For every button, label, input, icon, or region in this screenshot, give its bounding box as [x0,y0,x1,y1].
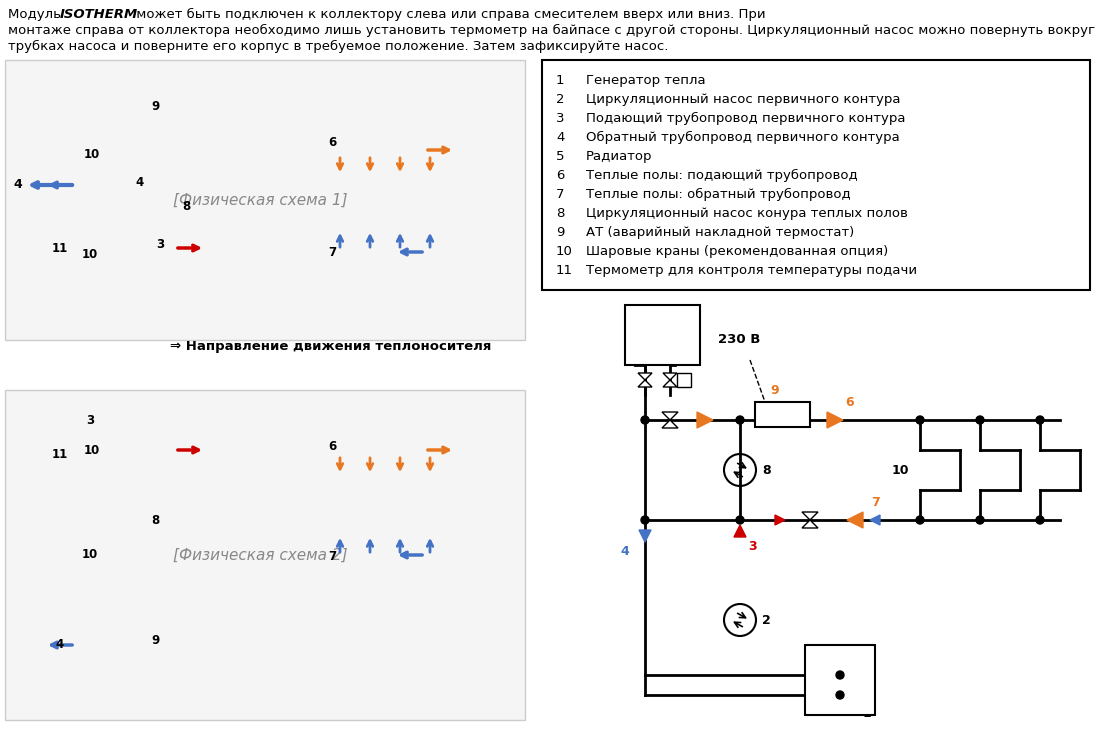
FancyBboxPatch shape [542,60,1090,290]
Circle shape [916,416,924,424]
Text: Модуль: Модуль [8,8,65,21]
Bar [625,305,700,365]
Text: 2: 2 [762,613,771,626]
Polygon shape [663,380,677,387]
Text: 4: 4 [556,131,564,144]
Text: Шаровые краны (рекомендованная опция): Шаровые краны (рекомендованная опция) [586,245,889,258]
Polygon shape [638,530,651,542]
Text: 9: 9 [151,634,159,646]
Text: 8: 8 [556,207,564,220]
Text: [Физическая схема 1]: [Физическая схема 1] [172,192,348,208]
Circle shape [736,416,744,424]
Circle shape [976,416,984,424]
Polygon shape [661,420,678,428]
Polygon shape [774,515,785,525]
Text: 9: 9 [151,100,159,113]
Text: Генератор тепла: Генератор тепла [586,74,705,87]
Circle shape [1036,516,1044,524]
Bar [5,390,525,720]
Text: Теплые полы: обратный трубопровод: Теплые полы: обратный трубопровод [586,188,851,201]
Text: 4: 4 [56,638,64,651]
Text: 10: 10 [82,548,98,561]
Polygon shape [734,525,746,537]
Text: 3: 3 [556,112,565,125]
Text: 7: 7 [871,496,880,509]
Text: 3: 3 [748,540,757,553]
Text: 6: 6 [846,395,855,409]
Bar [805,645,875,715]
Bar [5,60,525,340]
Text: 10: 10 [82,249,98,262]
Text: 9: 9 [771,384,779,397]
Text: может быть подключен к коллектору слева или справа смесителем вверх или вниз. Пр: может быть подключен к коллектору слева … [132,8,766,21]
Text: 11: 11 [556,264,573,277]
Circle shape [1036,416,1044,424]
Text: 10: 10 [556,245,573,258]
Text: монтаже справа от коллектора необходимо лишь установить термометр на байпасе с д: монтаже справа от коллектора необходимо … [8,24,1097,37]
Text: 5: 5 [658,328,667,341]
Circle shape [976,516,984,524]
Text: 8: 8 [182,200,190,213]
Text: Подающий трубопровод первичного контура: Подающий трубопровод первичного контура [586,112,905,125]
Text: 9: 9 [556,226,564,239]
Text: 1: 1 [556,74,565,87]
Text: 10: 10 [83,444,100,456]
Text: 8: 8 [151,513,159,526]
Text: [Физическая схема 2]: [Физическая схема 2] [172,548,348,562]
Text: 4: 4 [13,178,22,192]
Text: трубках насоса и поверните его корпус в требуемое положение. Затем зафиксируйте : трубках насоса и поверните его корпус в … [8,40,668,53]
Text: 7: 7 [328,550,336,564]
Circle shape [641,416,649,424]
Text: Обратный трубопровод первичного контура: Обратный трубопровод первичного контура [586,131,900,144]
Text: 5: 5 [556,150,565,163]
Text: 3: 3 [156,238,165,251]
Circle shape [641,516,649,524]
Polygon shape [663,373,677,380]
Circle shape [836,671,844,679]
Text: Радиатор: Радиатор [586,150,653,163]
Polygon shape [638,373,652,380]
Text: АТ (аварийный накладной термостат): АТ (аварийный накладной термостат) [586,226,855,239]
Text: 11: 11 [52,241,68,254]
Text: ISOTHERM: ISOTHERM [60,8,138,21]
Polygon shape [638,380,652,387]
Bar [677,373,691,387]
Polygon shape [802,512,818,520]
Text: 10: 10 [83,148,100,162]
Circle shape [836,691,844,699]
Bar [755,402,810,427]
Text: Циркуляционный насос конура теплых полов: Циркуляционный насос конура теплых полов [586,207,908,220]
Text: 6: 6 [328,137,336,150]
Polygon shape [827,412,842,428]
Text: Циркуляционный насос первичного контура: Циркуляционный насос первичного контура [586,93,901,106]
Text: 8: 8 [762,463,770,477]
Polygon shape [870,515,880,525]
Text: 4: 4 [136,176,144,189]
Polygon shape [697,412,713,428]
Text: ⇒ Направление движения теплоносителя: ⇒ Направление движения теплоносителя [170,340,491,353]
Text: 6: 6 [556,169,564,182]
Circle shape [736,516,744,524]
Text: 1: 1 [863,707,872,720]
Text: >T°C: >T°C [767,407,800,420]
Polygon shape [661,412,678,420]
Text: 7: 7 [328,246,336,260]
Circle shape [916,516,924,524]
Text: 11: 11 [52,449,68,461]
Text: Теплые полы: подающий трубопровод: Теплые полы: подающий трубопровод [586,169,858,182]
Text: 7: 7 [556,188,565,201]
Text: 2: 2 [556,93,565,106]
Text: 10: 10 [891,463,908,477]
Text: 6: 6 [328,441,336,453]
Text: 230 В: 230 В [719,333,760,346]
Text: 3: 3 [86,414,94,426]
Polygon shape [802,520,818,528]
Polygon shape [847,512,863,528]
Text: Термометр для контроля температуры подачи: Термометр для контроля температуры подач… [586,264,917,277]
Text: 4: 4 [620,545,629,558]
Text: 🔥: 🔥 [834,670,846,689]
